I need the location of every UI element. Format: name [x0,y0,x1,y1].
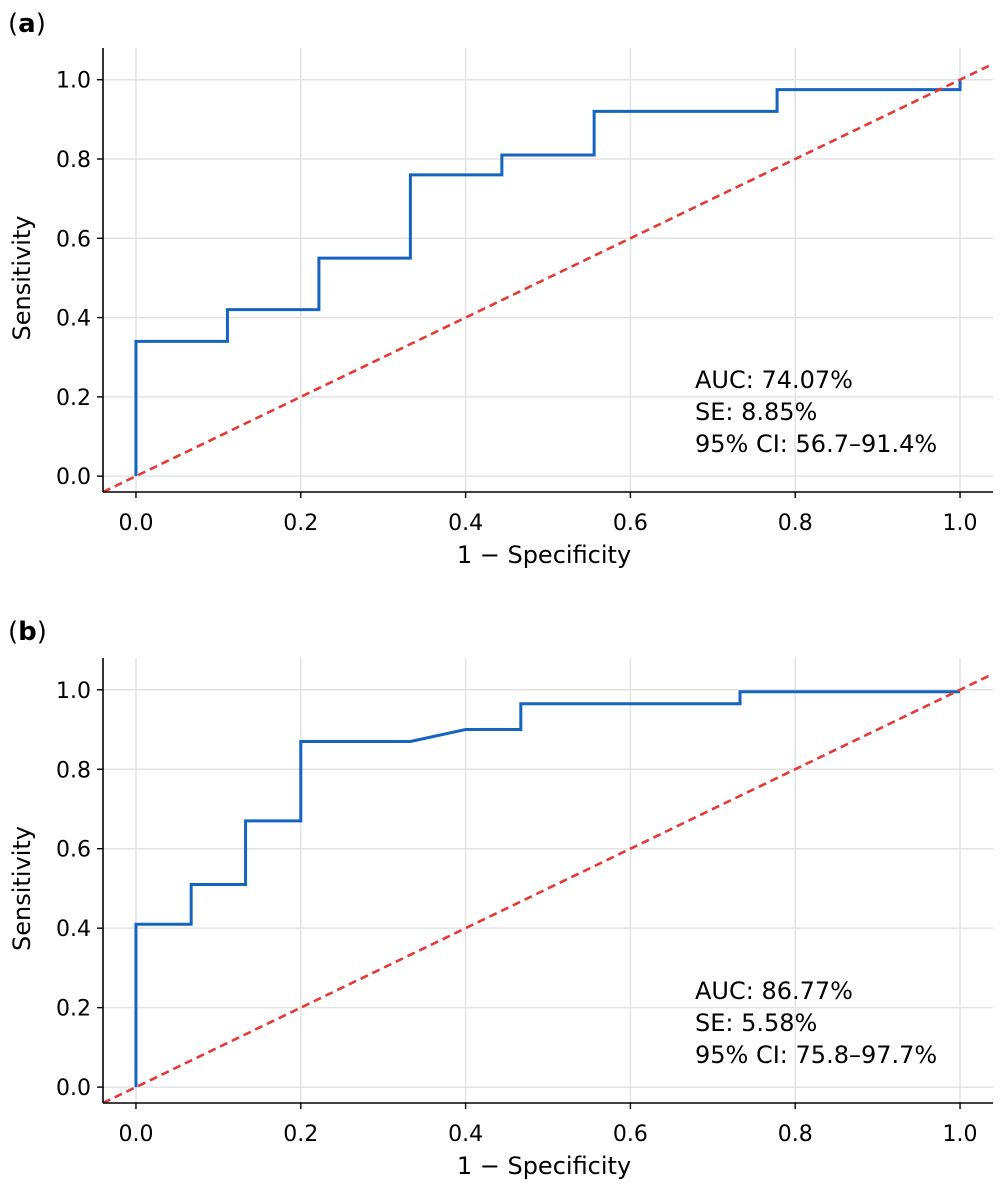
x-tick-label: 0.4 [448,511,483,536]
panel-letter: b [18,617,37,647]
y-axis-title: Sensitivity [8,826,36,951]
y-tick-label: 0.6 [56,838,91,863]
plot-area [103,62,993,492]
plot-area [103,672,993,1103]
y-tick-label: 0.4 [56,307,91,332]
x-tick-label: 1.0 [943,1122,978,1147]
x-tick-label: 0.4 [448,1122,483,1147]
auc-annotation: AUC: 74.07% [695,366,853,394]
auc-annotation: AUC: 86.77% [695,977,853,1005]
se-annotation: SE: 8.85% [695,398,817,426]
x-tick-label: 0.6 [613,1122,648,1147]
y-tick-label: 0.4 [56,917,91,942]
y-tick-label: 1.0 [56,679,91,704]
y-tick-label: 0.2 [56,386,91,411]
x-tick-label: 0.8 [778,1122,813,1147]
ci-annotation: 95% CI: 56.7–91.4% [695,430,937,458]
y-tick-label: 0.2 [56,997,91,1022]
reference-diagonal-line [103,62,993,492]
y-tick-label: 0.8 [56,148,91,173]
panel-label: (a) [8,9,46,39]
panel-label: (b) [8,617,47,647]
x-tick-label: 0.8 [778,511,813,536]
roc-panel-b: (b) 0.0 0.2 0.4 0.6 0.8 1.0 0.0 0.2 0.4 0.6 0.8 1.0 1… [8,617,993,1180]
roc-panel-a: (a) 0.0 0.2 0.4 0.6 0.8 1.0 0.0 0.2 0.4 0.6 0.8 1.0 1… [8,9,993,569]
roc-curve-line [134,79,962,477]
y-tick-label: 0.8 [56,758,91,783]
x-axis-title: 1 − Specificity [457,541,631,569]
roc-curve-line [134,690,961,1088]
se-annotation: SE: 5.58% [695,1009,817,1037]
y-axis-title: Sensitivity [8,216,36,341]
y-tick-label: 1.0 [56,69,91,94]
x-axis-title: 1 − Specificity [457,1152,631,1180]
x-tick-label: 0.0 [118,511,153,536]
y-tick-label: 0.0 [56,1076,91,1101]
x-tick-label: 0.2 [283,511,318,536]
ci-annotation: 95% CI: 75.8–97.7% [695,1041,937,1069]
x-tick-label: 0.0 [118,1122,153,1147]
y-tick-label: 0.6 [56,227,91,252]
x-tick-label: 1.0 [943,511,978,536]
y-tick-label: 0.0 [56,465,91,490]
reference-diagonal-line [103,672,993,1103]
x-tick-label: 0.2 [283,1122,318,1147]
panel-letter: a [18,9,36,39]
x-tick-label: 0.6 [613,511,648,536]
